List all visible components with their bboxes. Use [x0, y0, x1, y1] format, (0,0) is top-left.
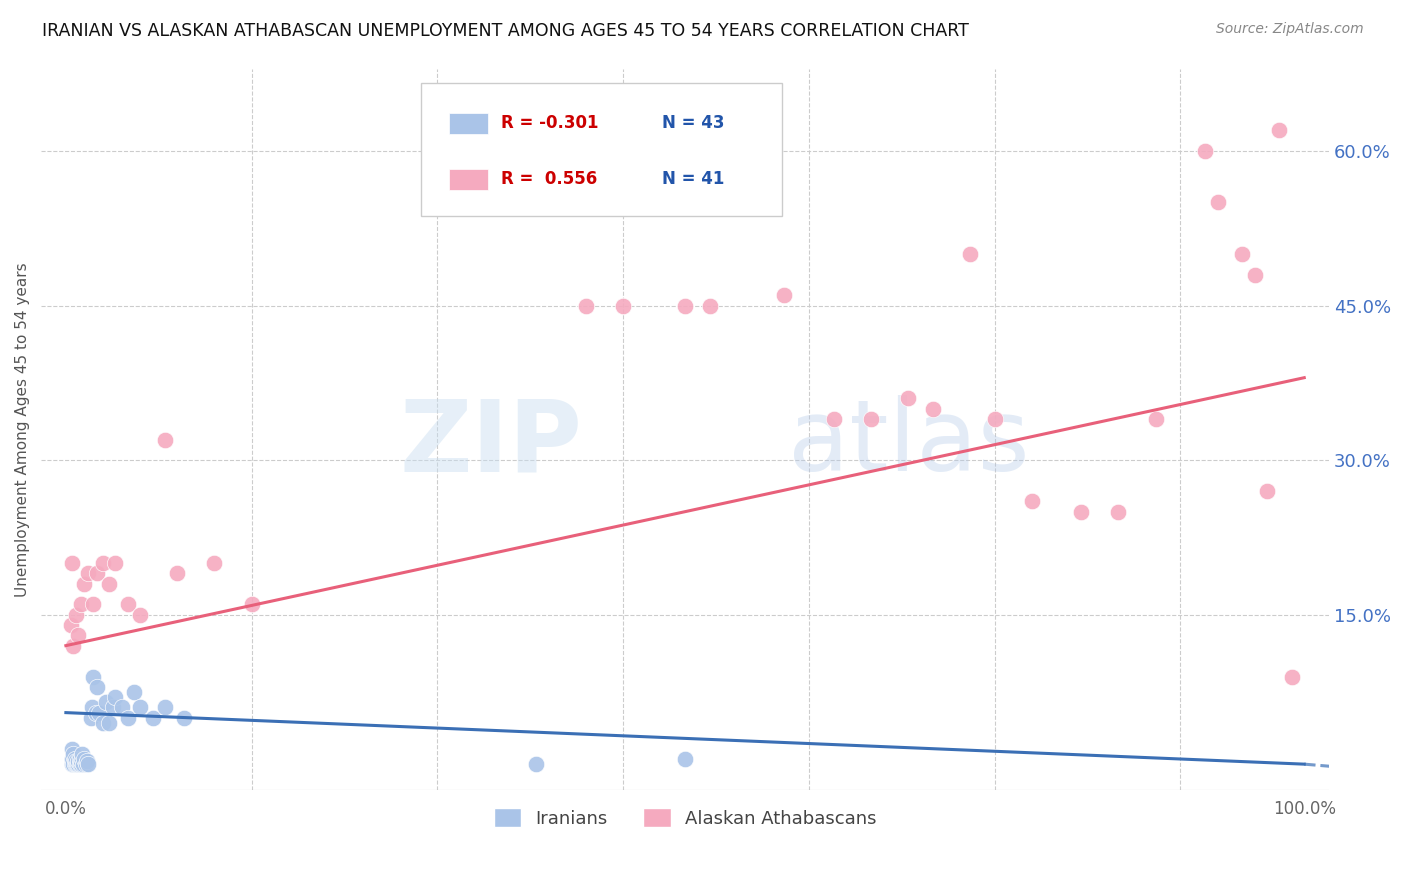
Point: [959, 247, 981, 261]
Text: N = 43: N = 43: [662, 114, 724, 133]
Point: [166, 566, 188, 581]
Point: [84, 706, 107, 720]
Text: Source: ZipAtlas.com: Source: ZipAtlas.com: [1216, 22, 1364, 37]
Point: [575, 299, 598, 313]
Point: [1021, 494, 1043, 508]
Point: [60, 556, 83, 570]
Point: [1070, 505, 1092, 519]
Point: [101, 700, 124, 714]
Point: [91, 715, 114, 730]
Point: [73, 576, 96, 591]
Point: [110, 700, 132, 714]
Point: [66, 757, 89, 772]
Point: [612, 299, 634, 313]
Point: [823, 412, 845, 426]
Point: [673, 752, 696, 766]
Point: [1232, 247, 1254, 261]
Point: [70, 752, 93, 766]
Point: [94, 695, 117, 709]
Point: [526, 757, 548, 772]
Point: [1144, 412, 1167, 426]
Text: IRANIAN VS ALASKAN ATHABASCAN UNEMPLOYMENT AMONG AGES 45 TO 54 YEARS CORRELATION: IRANIAN VS ALASKAN ATHABASCAN UNEMPLOYME…: [42, 22, 969, 40]
Point: [673, 299, 696, 313]
Point: [204, 556, 226, 570]
Point: [69, 752, 91, 766]
Point: [73, 752, 96, 766]
Point: [63, 757, 86, 772]
Point: [129, 607, 152, 622]
Point: [859, 412, 882, 426]
Point: [69, 757, 91, 772]
Point: [69, 757, 91, 772]
FancyBboxPatch shape: [450, 169, 488, 190]
Point: [72, 757, 94, 772]
Point: [62, 757, 84, 772]
Point: [65, 607, 87, 622]
Point: [104, 690, 127, 705]
Point: [129, 700, 152, 714]
Text: N = 41: N = 41: [662, 170, 724, 188]
Point: [89, 706, 111, 720]
Point: [67, 754, 90, 768]
Point: [86, 566, 108, 581]
Point: [65, 754, 87, 768]
Point: [104, 556, 127, 570]
Point: [69, 598, 91, 612]
Point: [98, 715, 121, 730]
FancyBboxPatch shape: [420, 83, 782, 217]
Point: [80, 700, 103, 714]
Text: atlas: atlas: [789, 395, 1029, 492]
Point: [77, 566, 100, 581]
Point: [77, 757, 100, 772]
Point: [122, 685, 145, 699]
Point: [76, 754, 98, 768]
Point: [983, 412, 1005, 426]
Point: [79, 711, 101, 725]
Text: R = -0.301: R = -0.301: [501, 114, 599, 133]
Point: [240, 598, 263, 612]
Point: [153, 700, 176, 714]
Point: [1108, 505, 1130, 519]
Point: [62, 747, 84, 761]
Point: [173, 711, 195, 725]
Point: [1256, 484, 1278, 499]
Text: ZIP: ZIP: [399, 395, 582, 492]
Point: [60, 752, 83, 766]
FancyBboxPatch shape: [450, 112, 488, 135]
Point: [1206, 195, 1229, 210]
Point: [153, 433, 176, 447]
Point: [67, 628, 90, 642]
Point: [63, 752, 86, 766]
Point: [699, 299, 721, 313]
Point: [117, 598, 139, 612]
Point: [70, 747, 93, 761]
Point: [82, 669, 104, 683]
Point: [1268, 123, 1291, 137]
Point: [117, 711, 139, 725]
Legend: Iranians, Alaskan Athabascans: Iranians, Alaskan Athabascans: [486, 801, 884, 835]
Point: [65, 757, 87, 772]
Text: R =  0.556: R = 0.556: [501, 170, 598, 188]
Point: [60, 757, 83, 772]
Point: [91, 556, 114, 570]
Point: [75, 757, 97, 772]
Point: [67, 757, 90, 772]
Point: [921, 401, 943, 416]
Point: [60, 741, 83, 756]
Point: [98, 576, 121, 591]
Y-axis label: Unemployment Among Ages 45 to 54 years: Unemployment Among Ages 45 to 54 years: [15, 262, 30, 597]
Point: [59, 618, 82, 632]
Point: [1194, 144, 1216, 158]
Point: [773, 288, 796, 302]
Point: [62, 639, 84, 653]
Point: [69, 754, 91, 768]
Point: [142, 711, 165, 725]
Point: [82, 598, 104, 612]
Point: [897, 392, 920, 406]
Point: [1243, 268, 1265, 282]
Point: [1281, 669, 1303, 683]
Point: [86, 680, 108, 694]
